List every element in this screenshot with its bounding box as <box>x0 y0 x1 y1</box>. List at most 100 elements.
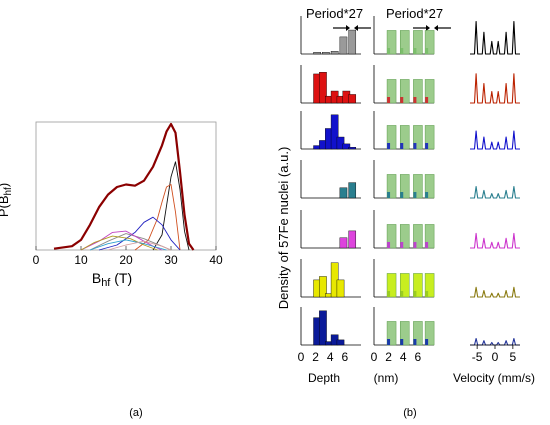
x-tick-label: 10 <box>74 253 88 267</box>
period-block <box>413 30 423 55</box>
header-right: Period*27 <box>386 6 443 21</box>
panel-a-curves <box>53 122 195 251</box>
period-block <box>386 125 397 150</box>
depth-bar <box>336 279 345 298</box>
period-block <box>424 125 435 150</box>
depth-bar <box>342 143 351 150</box>
period-block <box>424 273 435 298</box>
period-block <box>399 30 410 55</box>
period-mark <box>400 242 404 248</box>
period-mark <box>387 339 391 345</box>
period-block <box>399 174 410 199</box>
depth-bar <box>348 94 357 104</box>
envelope-line <box>53 122 195 251</box>
component-line <box>134 184 181 251</box>
component-line <box>152 161 190 251</box>
depth-tick-label: 2 <box>312 350 319 364</box>
period-block <box>413 174 423 199</box>
x-tick-label: 20 <box>119 253 133 267</box>
period-block <box>386 174 397 199</box>
depth-tick-label: 4 <box>327 350 334 364</box>
period-block <box>386 30 397 55</box>
panel-a: 0 10 20 30 40 P(Bhf) Bhf (T) (a) <box>0 121 223 419</box>
velocity-spectrum <box>470 232 520 249</box>
depth-tick-label: 2 <box>385 350 392 364</box>
panel-b-caption: (b) <box>403 407 416 419</box>
depth-bar <box>348 147 357 150</box>
depth-bar <box>348 182 357 199</box>
period-block <box>413 273 423 298</box>
arrow-right-icon <box>333 25 350 31</box>
period-block <box>399 224 410 249</box>
depth-bar <box>330 114 339 150</box>
depth-tick-label: 4 <box>400 350 407 364</box>
depth-tick-label: 0 <box>371 350 378 364</box>
depth-bar <box>339 237 348 249</box>
velocity-spectrum <box>470 286 520 298</box>
period-block <box>413 79 423 104</box>
velocity-column: -5 0 5 <box>470 20 520 364</box>
velocity-spectrum <box>470 130 520 150</box>
period-block <box>424 174 435 199</box>
period-mark <box>425 339 429 345</box>
period-mark <box>413 339 417 345</box>
period-block <box>399 125 410 150</box>
period-block <box>399 273 410 298</box>
x-tick-label: 40 <box>209 253 223 267</box>
panel-b: Density of 57Fe nuclei (a.u.) Period*27 … <box>276 6 535 419</box>
panel-a-caption: (a) <box>129 407 142 419</box>
velocity-spectrum <box>470 20 520 55</box>
depth-bar <box>339 187 348 199</box>
period-mark <box>400 192 404 198</box>
period-block <box>424 79 435 104</box>
depth-bar <box>322 52 330 55</box>
depth-bar <box>330 51 339 55</box>
component-line <box>98 216 181 251</box>
period-block <box>386 79 397 104</box>
depth-bar <box>319 72 327 104</box>
panel-a-xlabel: Bhf (T) <box>92 270 132 289</box>
period-mark <box>425 48 429 54</box>
panel-a-ylabel: P(Bhf) <box>0 183 14 217</box>
depth-bar <box>319 310 327 346</box>
period-block <box>413 224 423 249</box>
period-mark <box>425 192 429 198</box>
period-mark <box>400 143 404 149</box>
period-mark <box>400 48 404 54</box>
depth-tick-label: 6 <box>415 350 422 364</box>
depth-tick-label: 6 <box>342 350 349 364</box>
period-mark <box>425 242 429 248</box>
period-block <box>399 79 410 104</box>
period-mark <box>387 192 391 198</box>
period-block <box>424 224 435 249</box>
x-tick-label: 0 <box>33 253 40 267</box>
depth-bar <box>319 276 327 298</box>
period-block <box>399 321 410 346</box>
depth-bar <box>336 136 345 150</box>
depth-bar <box>336 339 345 346</box>
period-mark <box>387 143 391 149</box>
period-mark <box>400 339 404 345</box>
velocity-spectrum <box>470 186 520 199</box>
velocity-spectrum <box>470 73 520 104</box>
velocity-label: Velocity (mm/s) <box>453 371 535 385</box>
period-mark <box>413 291 417 297</box>
velocity-spectrum <box>470 337 520 346</box>
period-block <box>386 224 397 249</box>
nm-label: (nm) <box>374 371 399 385</box>
period-mark <box>387 48 391 54</box>
velocity-tick-label: 0 <box>492 350 499 364</box>
period-mark <box>425 291 429 297</box>
arrow-left-icon <box>354 25 371 31</box>
depth-bar <box>339 36 348 55</box>
arrow-icons <box>333 25 451 31</box>
velocity-tick-label: 5 <box>510 350 517 364</box>
period-mark <box>400 97 404 103</box>
period-mark <box>400 291 404 297</box>
header-left: Period*27 <box>306 6 363 21</box>
period-mark <box>413 97 417 103</box>
depth-bar <box>348 230 357 249</box>
